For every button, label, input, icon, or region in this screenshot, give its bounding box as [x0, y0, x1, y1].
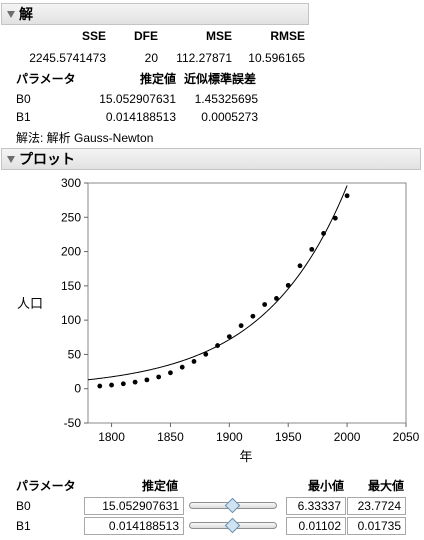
data-point[interactable]	[274, 296, 279, 301]
b1-slider-thumb[interactable]	[224, 517, 241, 534]
disclosure-triangle-icon[interactable]	[7, 10, 15, 18]
x-tick-label: 2050	[393, 430, 420, 444]
stderr-header: 近似標準誤差	[184, 72, 257, 86]
b1-min-field[interactable]: 0.01102	[286, 517, 346, 535]
x-tick-label: 1800	[98, 430, 125, 444]
rmse-header: RMSE	[270, 29, 305, 43]
data-point[interactable]	[168, 370, 173, 376]
plot-outline-header[interactable]: プロット	[1, 148, 421, 170]
solution-title: 解	[19, 6, 33, 22]
sse-header: SSE	[81, 29, 106, 43]
b0-max-field[interactable]: 23.7724	[347, 497, 406, 515]
profiler-name-b0: B0	[16, 499, 31, 513]
data-point[interactable]	[250, 313, 256, 319]
y-tick-label: 0	[74, 382, 81, 396]
data-point[interactable]	[97, 383, 103, 389]
y-tick-label: 200	[61, 245, 81, 259]
dfe-value: 20	[144, 51, 158, 65]
y-tick-label: 150	[61, 279, 81, 293]
plot-frame[interactable]	[87, 182, 407, 424]
solution-method: 解法: 解析 Gauss-Newton	[16, 131, 154, 145]
fit-chart[interactable]: 人口 年 1800 1850 1900 1950 2000 2050 -50 0 50 100 15…	[0, 172, 424, 470]
b0-slider-thumb[interactable]	[224, 497, 241, 514]
y-tick-label: -50	[64, 416, 82, 430]
data-point[interactable]	[226, 334, 232, 339]
plot-title: プロット	[19, 151, 75, 167]
param-name-b1: B1	[16, 110, 31, 124]
estimate-header: 推定値	[139, 72, 176, 86]
y-axis-label: 人口	[17, 296, 43, 311]
data-point[interactable]	[215, 343, 220, 348]
param-stderr-b0: 1.45325695	[194, 92, 258, 106]
mse-value: 112.27871	[176, 51, 232, 65]
rmse-value: 10.596165	[248, 51, 305, 65]
solution-outline-header[interactable]: 解	[1, 3, 309, 25]
dfe-header: DFE	[134, 29, 158, 43]
data-point[interactable]	[156, 374, 162, 380]
param-header: パラメータ	[16, 72, 76, 86]
profiler-name-b1: B1	[16, 519, 31, 533]
data-point[interactable]	[132, 379, 138, 385]
b1-value-field[interactable]: 0.014188513	[84, 517, 184, 535]
x-tick-label: 1900	[216, 430, 243, 444]
x-tick-label: 2000	[334, 430, 361, 444]
profiler-max-header: 最大値	[367, 479, 404, 493]
b0-min-field[interactable]: 6.33337	[286, 497, 346, 515]
data-point[interactable]	[285, 282, 291, 288]
data-point[interactable]	[332, 215, 338, 221]
profiler-estimate-header: 推定値	[141, 479, 178, 493]
b1-max-field[interactable]: 0.01735	[347, 517, 406, 535]
data-point[interactable]	[238, 323, 244, 329]
data-point[interactable]	[120, 381, 126, 387]
param-name-b0: B0	[16, 92, 31, 106]
data-point[interactable]	[321, 231, 326, 236]
data-point[interactable]	[191, 359, 197, 364]
param-stderr-b1: 0.0005273	[201, 110, 258, 124]
param-estimate-b1: 0.014188513	[105, 110, 176, 124]
x-tick-label: 1850	[157, 430, 184, 444]
data-point[interactable]	[179, 364, 185, 370]
data-point[interactable]	[262, 302, 268, 307]
y-tick-label: 250	[61, 210, 81, 224]
sse-value: 2245.5741473	[29, 51, 106, 65]
x-tick-label: 1950	[275, 430, 302, 444]
y-tick-label: 50	[68, 347, 82, 361]
b0-value-field[interactable]: 15.052907631	[84, 497, 184, 515]
data-point[interactable]	[297, 263, 303, 269]
data-point[interactable]	[309, 246, 315, 252]
param-estimate-b0: 15.052907631	[99, 92, 176, 106]
y-tick-label: 100	[61, 313, 81, 327]
profiler-min-header: 最小値	[307, 479, 344, 493]
profiler-param-header: パラメータ	[16, 479, 76, 493]
disclosure-triangle-icon[interactable]	[7, 155, 15, 163]
data-point[interactable]	[144, 377, 150, 383]
data-point[interactable]	[109, 382, 114, 388]
y-tick-label: 300	[61, 176, 81, 190]
mse-header: MSE	[205, 29, 232, 43]
x-axis-label: 年	[239, 449, 252, 464]
data-point[interactable]	[203, 351, 209, 357]
data-point[interactable]	[344, 193, 350, 199]
